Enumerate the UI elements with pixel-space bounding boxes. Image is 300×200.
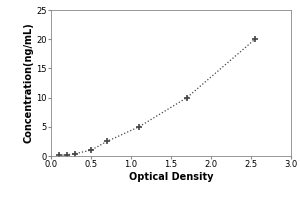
Y-axis label: Concentration(ng/mL): Concentration(ng/mL) xyxy=(24,23,34,143)
X-axis label: Optical Density: Optical Density xyxy=(129,172,213,182)
